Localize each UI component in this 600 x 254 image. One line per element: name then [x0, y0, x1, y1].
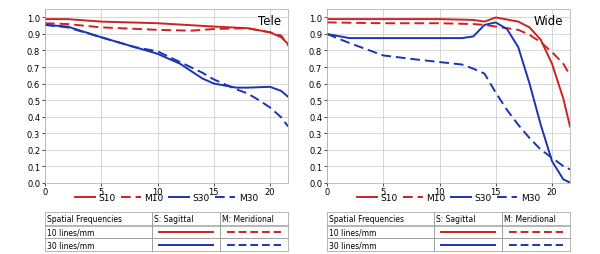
Bar: [152, 226, 220, 239]
Text: Tele: Tele: [257, 15, 281, 28]
Bar: [502, 239, 570, 251]
Bar: [502, 226, 570, 239]
Bar: [220, 212, 288, 226]
Bar: [220, 226, 288, 239]
Text: 10 lines/mm: 10 lines/mm: [329, 228, 377, 236]
Text: 10 lines/mm: 10 lines/mm: [47, 228, 95, 236]
Bar: [434, 239, 502, 251]
Bar: [327, 239, 434, 251]
Bar: [502, 212, 570, 226]
Bar: [327, 226, 434, 239]
Bar: [327, 212, 434, 226]
Bar: [152, 212, 220, 226]
Bar: [152, 239, 220, 251]
Legend: S10, M10, S30, M30: S10, M10, S30, M30: [71, 190, 262, 206]
Text: M: Meridional: M: Meridional: [505, 214, 556, 224]
Bar: [220, 239, 288, 251]
Bar: [45, 212, 152, 226]
Bar: [45, 226, 152, 239]
Bar: [434, 212, 502, 226]
Bar: [45, 239, 152, 251]
Text: Spatial Frequencies: Spatial Frequencies: [47, 214, 122, 224]
Text: Wide: Wide: [533, 15, 563, 28]
Legend: S10, M10, S30, M30: S10, M10, S30, M30: [353, 190, 544, 206]
Text: 30 lines/mm: 30 lines/mm: [329, 241, 377, 249]
Text: Spatial Frequencies: Spatial Frequencies: [329, 214, 404, 224]
Text: S: Sagittal: S: Sagittal: [436, 214, 476, 224]
Text: 30 lines/mm: 30 lines/mm: [47, 241, 95, 249]
Text: M: Meridional: M: Meridional: [223, 214, 274, 224]
Bar: [434, 226, 502, 239]
Text: S: Sagittal: S: Sagittal: [154, 214, 194, 224]
